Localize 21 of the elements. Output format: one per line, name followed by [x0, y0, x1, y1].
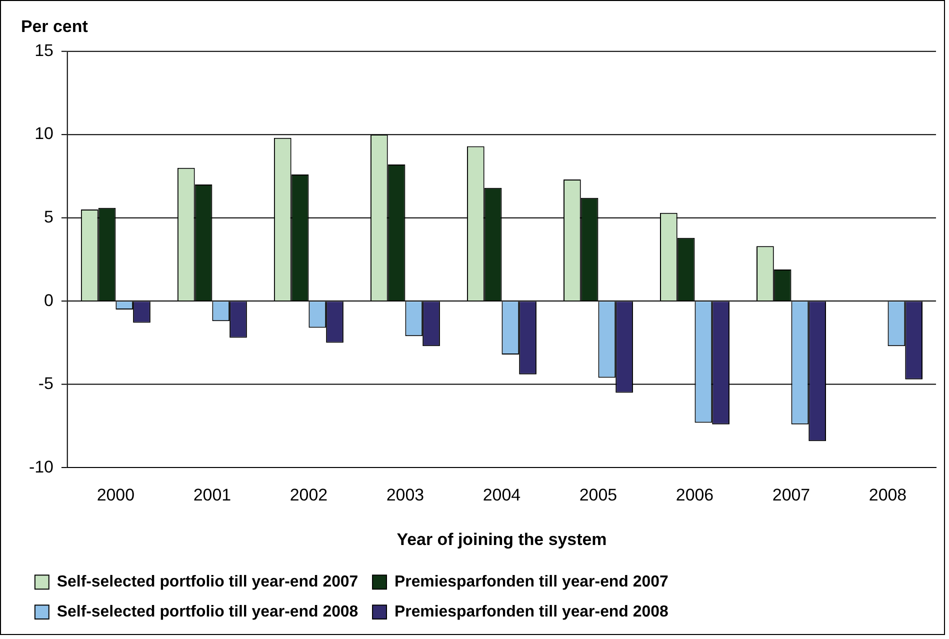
x-tick-label: 2008 — [868, 486, 907, 505]
legend-label: Premiesparfonden till year-end 2007 — [394, 574, 668, 591]
x-axis-title: Year of joining the system — [396, 530, 607, 549]
y-tick-label: 15 — [34, 40, 54, 60]
legend-label: Self-selected portfolio till year-end 2007 — [56, 574, 358, 591]
x-tick-label: 2004 — [482, 486, 521, 505]
x-tick-label: 2000 — [96, 486, 135, 505]
y-tick-label: -5 — [38, 374, 54, 394]
y-tick-label: 10 — [34, 124, 54, 144]
y-tick-label: -10 — [28, 457, 54, 476]
y-tick-label: 0 — [44, 290, 54, 310]
y-axis-title: Per cent — [20, 16, 88, 36]
x-tick-label: 2006 — [676, 486, 714, 505]
x-tick-label: 2001 — [193, 486, 232, 505]
x-tick-label: 2003 — [386, 486, 424, 505]
x-tick-label: 2007 — [772, 486, 810, 505]
legend-label: Premiesparfonden till year-end 2008 — [394, 603, 668, 620]
legend-label: Self-selected portfolio till year-end 2008 — [56, 603, 358, 620]
y-tick-label: 5 — [44, 208, 54, 227]
x-tick-label: 2005 — [579, 486, 618, 505]
x-tick-label: 2002 — [290, 486, 328, 505]
